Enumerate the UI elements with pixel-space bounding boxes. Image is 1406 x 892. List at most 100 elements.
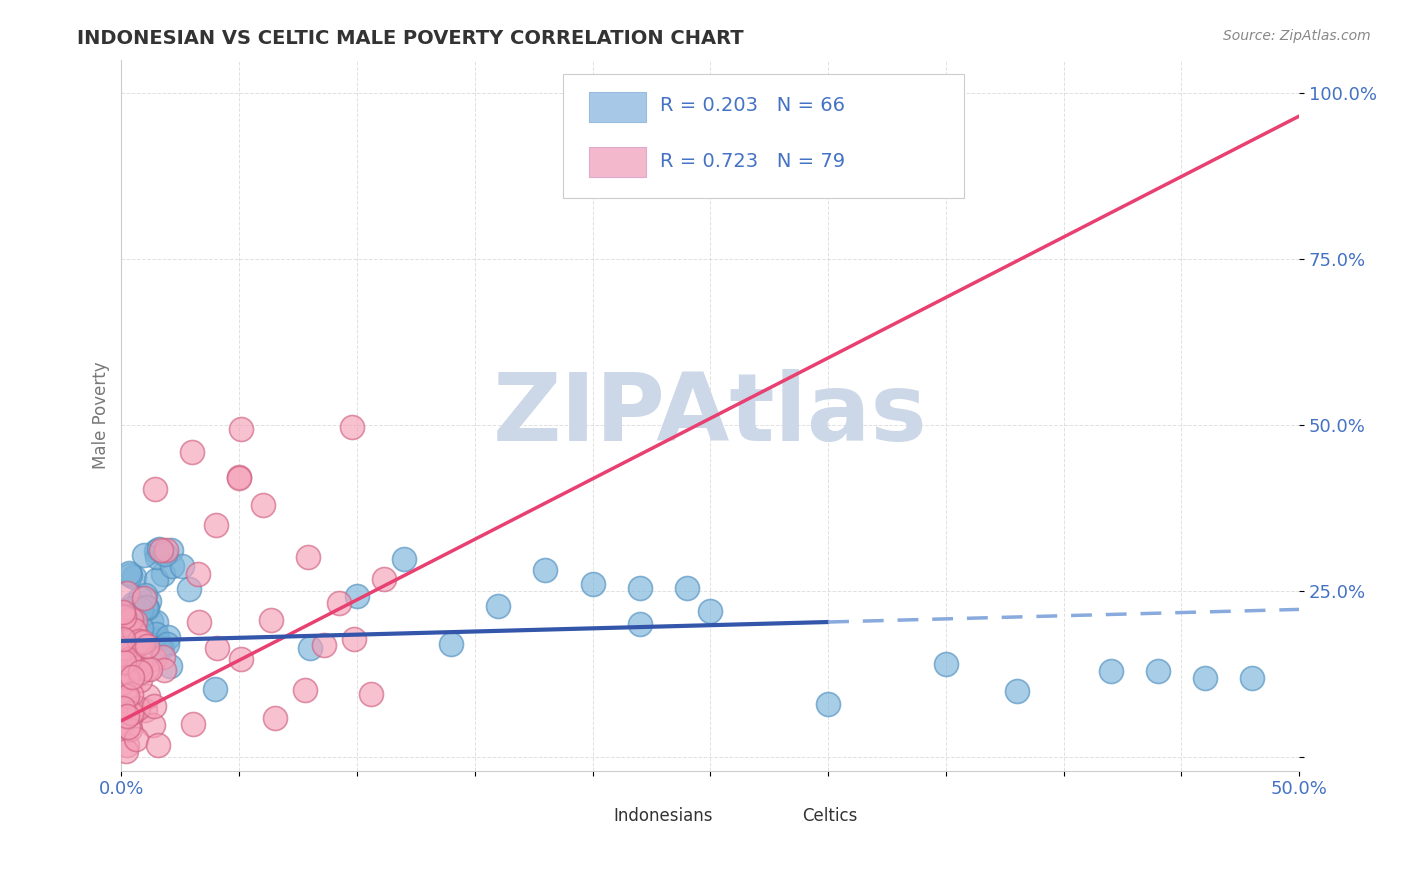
Point xyxy=(170,559,193,574)
Point xyxy=(112,655,135,669)
Point xyxy=(373,572,395,586)
Point xyxy=(138,689,160,703)
Point xyxy=(259,613,281,627)
Point xyxy=(128,660,150,674)
Point xyxy=(146,633,169,648)
Point xyxy=(112,605,135,619)
Point xyxy=(149,543,172,558)
Point xyxy=(122,640,145,654)
Point xyxy=(121,649,143,664)
Point xyxy=(120,612,142,626)
Point xyxy=(122,597,145,611)
FancyBboxPatch shape xyxy=(569,808,602,824)
Point xyxy=(129,591,152,606)
Point xyxy=(121,670,143,684)
Point xyxy=(157,630,180,644)
Point xyxy=(136,640,159,654)
Text: R = 0.723   N = 79: R = 0.723 N = 79 xyxy=(659,152,845,170)
Text: Source: ZipAtlas.com: Source: ZipAtlas.com xyxy=(1223,29,1371,44)
Point xyxy=(127,701,149,715)
Point xyxy=(181,716,204,731)
Point xyxy=(115,641,138,656)
Point xyxy=(114,687,136,701)
Point xyxy=(118,566,141,580)
Point xyxy=(159,659,181,673)
Point xyxy=(134,588,156,602)
Point xyxy=(360,687,382,701)
Point xyxy=(138,594,160,608)
Point xyxy=(152,640,174,654)
Point xyxy=(134,591,156,605)
Point xyxy=(136,662,159,676)
Point xyxy=(188,615,211,629)
Point xyxy=(145,627,167,641)
Point xyxy=(122,627,145,641)
Point xyxy=(122,658,145,673)
Point xyxy=(229,652,252,666)
Point xyxy=(252,498,274,512)
Point xyxy=(581,576,603,591)
Point xyxy=(118,612,141,626)
Point xyxy=(1099,664,1122,678)
Point xyxy=(122,603,145,617)
Point xyxy=(294,683,316,698)
Point xyxy=(204,681,226,696)
Point xyxy=(228,471,250,485)
Point xyxy=(115,739,138,753)
Point xyxy=(187,566,209,581)
Point xyxy=(297,550,319,565)
Point xyxy=(111,714,134,729)
Point xyxy=(675,581,697,595)
Point xyxy=(328,596,350,610)
Point xyxy=(122,623,145,637)
Point xyxy=(134,703,156,717)
Text: ZIPAtlas: ZIPAtlas xyxy=(494,369,928,461)
Point xyxy=(160,543,183,558)
Point xyxy=(125,635,148,649)
Point xyxy=(115,640,138,654)
Point xyxy=(346,589,368,603)
Point xyxy=(121,654,143,668)
Point xyxy=(155,637,177,651)
Point xyxy=(204,517,226,532)
Point xyxy=(145,574,167,588)
Point xyxy=(112,701,135,715)
Point xyxy=(152,567,174,582)
Point xyxy=(312,638,335,652)
Point xyxy=(1005,683,1028,698)
Point xyxy=(264,711,287,725)
Point xyxy=(120,639,142,653)
Point xyxy=(111,623,134,637)
Point xyxy=(129,636,152,650)
Point xyxy=(131,602,153,616)
Point xyxy=(486,599,509,613)
Point xyxy=(111,717,134,731)
Point xyxy=(115,586,138,600)
Text: INDONESIAN VS CELTIC MALE POVERTY CORRELATION CHART: INDONESIAN VS CELTIC MALE POVERTY CORREL… xyxy=(77,29,744,48)
Point xyxy=(132,634,155,648)
Point xyxy=(146,550,169,565)
Text: R = 0.203   N = 66: R = 0.203 N = 66 xyxy=(659,96,845,115)
Point xyxy=(121,646,143,660)
Point xyxy=(143,482,166,496)
Point xyxy=(152,650,174,665)
Point xyxy=(139,662,162,676)
Point xyxy=(145,544,167,558)
Point xyxy=(122,570,145,584)
Text: Celtics: Celtics xyxy=(803,807,858,825)
Point xyxy=(111,676,134,690)
Point xyxy=(229,422,252,436)
Point xyxy=(817,697,839,711)
Point xyxy=(121,704,143,718)
Point xyxy=(124,614,146,628)
Point xyxy=(148,542,170,557)
Point xyxy=(111,657,134,671)
Point xyxy=(112,609,135,624)
Point xyxy=(128,634,150,648)
Point xyxy=(139,614,162,628)
Point xyxy=(131,621,153,635)
Point xyxy=(1147,664,1170,678)
Point xyxy=(112,632,135,646)
Point xyxy=(152,663,174,677)
FancyBboxPatch shape xyxy=(564,74,963,198)
